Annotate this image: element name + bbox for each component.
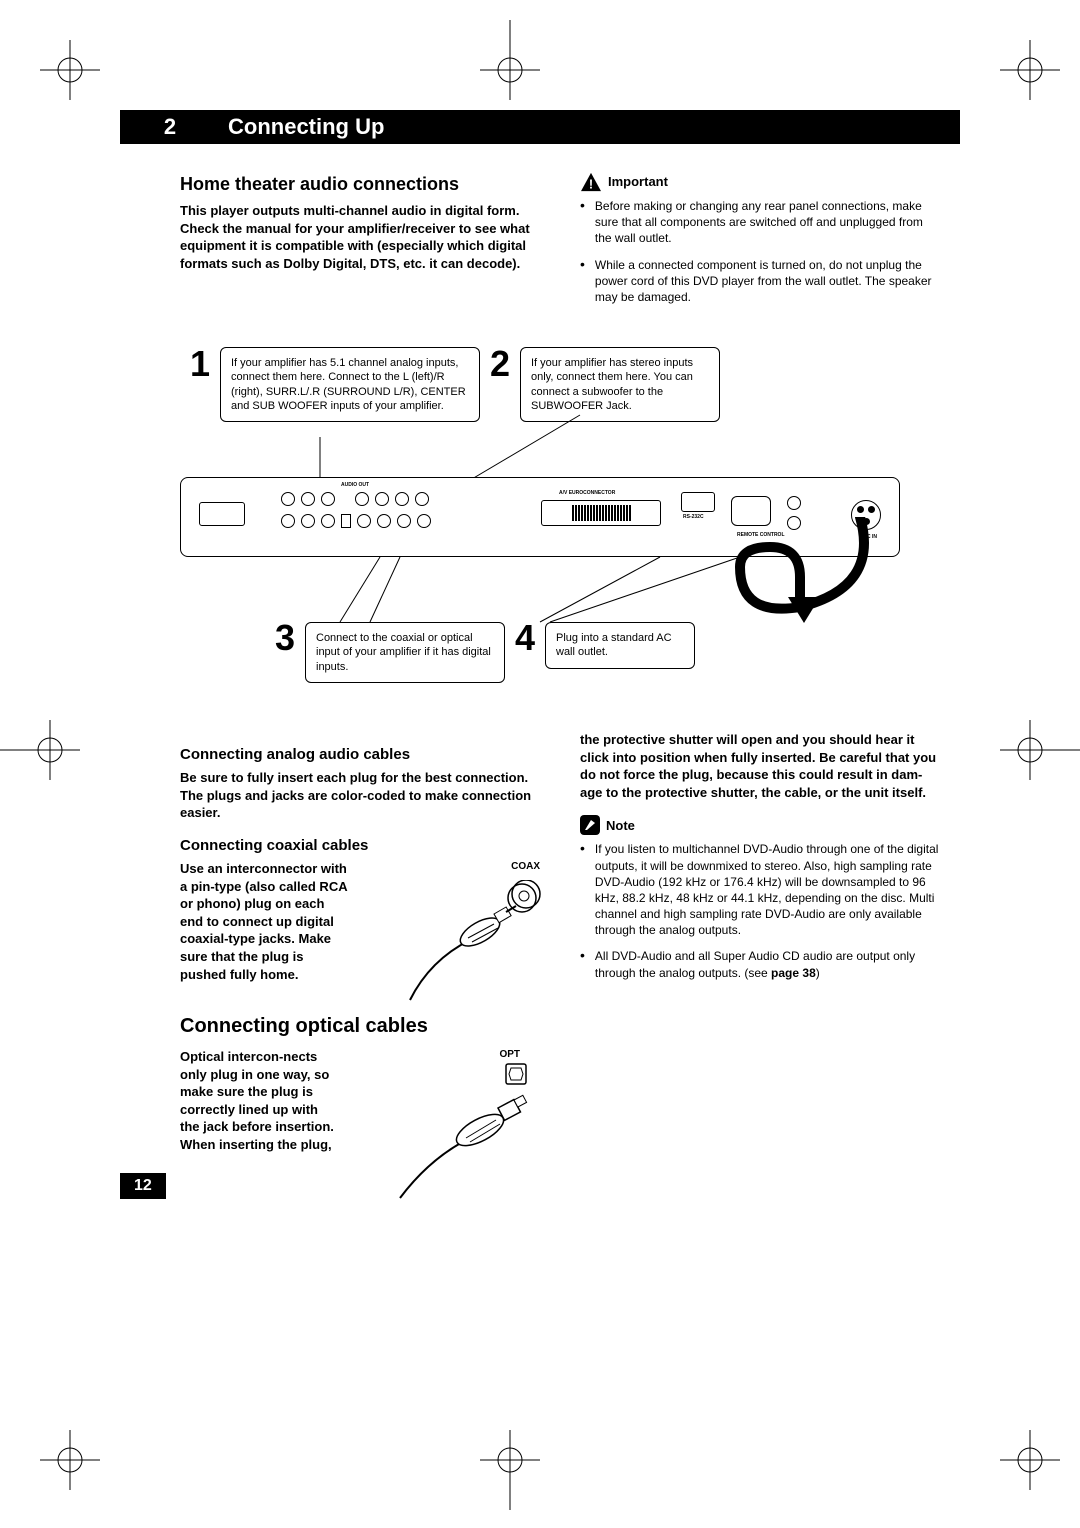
- callout-num-4: 4: [515, 617, 535, 659]
- intro-text: This player outputs multi-channel audio …: [180, 202, 540, 272]
- important-label: Important: [608, 173, 668, 191]
- crop-mark-tr: [1000, 40, 1060, 100]
- label-audio-out: AUDIO OUT: [341, 482, 369, 488]
- note-icon: [580, 815, 600, 835]
- analog-title: Connecting analog audio cables: [180, 745, 540, 765]
- note-label: Note: [606, 817, 635, 835]
- important-item: Before making or changing any rear panel…: [595, 198, 940, 247]
- chapter-bar: 2 Connecting Up: [120, 110, 960, 144]
- svg-text:!: !: [589, 176, 593, 191]
- callout-2: If your amplifier has stereo inputs only…: [520, 347, 720, 422]
- note-list: If you listen to multichannel DVD-Audio …: [580, 841, 940, 981]
- important-item: While a connected component is turned on…: [595, 257, 940, 306]
- connection-diagram: 1 If your amplifier has 5.1 channel anal…: [120, 337, 960, 707]
- warning-icon: !: [580, 172, 602, 192]
- callout-3: Connect to the coaxial or optical input …: [305, 622, 505, 683]
- label-av: A/V EUROCONNECTOR: [559, 490, 615, 496]
- optical-cable-icon: [380, 1078, 550, 1208]
- opt-label: OPT: [499, 1048, 520, 1062]
- optical-title: Connecting optical cables: [180, 1013, 540, 1040]
- optical-body: Optical intercon-nects only plug in one …: [180, 1048, 340, 1153]
- coax-body: Use an interconnector with a pin-type (a…: [180, 860, 350, 983]
- callout-4: Plug into a standard AC wall outlet.: [545, 622, 695, 669]
- crop-mark-bc: [480, 1430, 540, 1510]
- analog-body: Be sure to fully insert each plug for th…: [180, 769, 540, 822]
- optical-continuation: the protective shutter will open and you…: [580, 731, 940, 801]
- crop-mark-br: [1000, 1430, 1060, 1490]
- chapter-title: Connecting Up: [220, 114, 384, 140]
- crop-mark-tl: [40, 40, 100, 100]
- important-list: Before making or changing any rear panel…: [580, 198, 940, 305]
- coax-title: Connecting coaxial cables: [180, 836, 540, 856]
- callout-num-2: 2: [490, 343, 510, 385]
- callout-num-1: 1: [190, 343, 210, 385]
- note-item: If you listen to multichannel DVD-Audio …: [595, 841, 940, 938]
- callout-num-3: 3: [275, 617, 295, 659]
- coax-cable-icon: [390, 880, 550, 1010]
- coax-label: COAX: [511, 860, 540, 874]
- crop-mark-tc: [480, 20, 540, 100]
- note-item: All DVD-Audio and all Super Audio CD aud…: [595, 948, 940, 980]
- scart-connector: [541, 500, 661, 526]
- crop-mark-mr: [1000, 720, 1080, 780]
- crop-mark-ml: [0, 720, 80, 780]
- section-heading: Home theater audio connections: [180, 172, 540, 196]
- crop-mark-bl: [40, 1430, 100, 1490]
- chapter-number: 2: [120, 114, 220, 140]
- callout-1: If your amplifier has 5.1 channel analog…: [220, 347, 480, 422]
- power-cord-icon: [680, 517, 900, 657]
- page-number: 12: [120, 1173, 166, 1199]
